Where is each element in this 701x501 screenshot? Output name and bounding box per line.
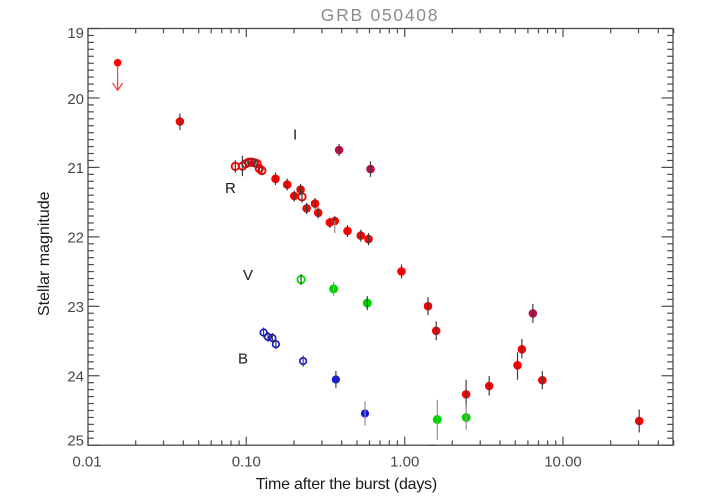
svg-text:0.01: 0.01 [72,454,101,471]
svg-text:R: R [225,180,236,197]
svg-text:GRB 050408: GRB 050408 [321,5,439,25]
svg-text:B: B [238,351,248,368]
svg-text:I: I [293,127,297,144]
svg-text:Time after the burst (days): Time after the burst (days) [256,476,437,493]
svg-text:24: 24 [67,369,84,386]
svg-text:20: 20 [67,91,84,108]
svg-text:21: 21 [67,160,84,177]
svg-text:19: 19 [67,25,84,42]
svg-text:10.00: 10.00 [544,454,582,471]
svg-text:22: 22 [67,230,84,247]
svg-text:25: 25 [67,433,84,450]
svg-text:0.10: 0.10 [232,454,261,471]
svg-text:V: V [243,267,253,284]
svg-text:Stellar magnitude: Stellar magnitude [36,191,53,316]
svg-text:1.00: 1.00 [390,454,419,471]
svg-text:23: 23 [67,299,84,316]
